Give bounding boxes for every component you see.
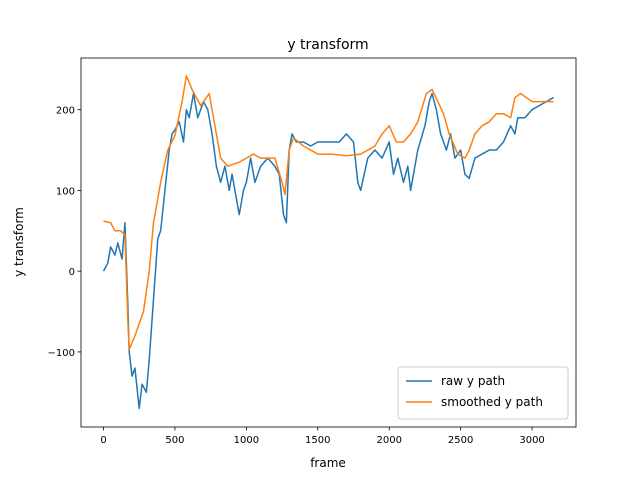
x-tick-label: 2000 — [376, 435, 401, 446]
y-tick-label: −100 — [48, 348, 75, 359]
y-axis-label: y transform — [12, 207, 26, 277]
data-line — [103, 75, 554, 351]
x-tick-label: 0 — [100, 435, 106, 446]
x-tick-label: 2500 — [448, 435, 473, 446]
legend-label: raw y path — [441, 374, 505, 388]
legend-box — [397, 366, 569, 420]
x-axis-label: frame — [310, 456, 346, 470]
plot-area — [102, 75, 554, 410]
y-tick-label: 100 — [56, 186, 75, 197]
legend-label: smoothed y path — [441, 395, 543, 409]
plot-frame — [80, 57, 577, 428]
x-tick-label: 1500 — [305, 435, 330, 446]
chart-title: y transform — [287, 37, 368, 53]
y-tick-label: 200 — [56, 106, 75, 117]
x-tick-label: 500 — [165, 435, 184, 446]
x-tick-label: 1000 — [234, 435, 259, 446]
x-tick-label: 3000 — [519, 435, 544, 446]
y-tick-label: 0 — [69, 267, 75, 278]
data-line — [102, 92, 554, 410]
